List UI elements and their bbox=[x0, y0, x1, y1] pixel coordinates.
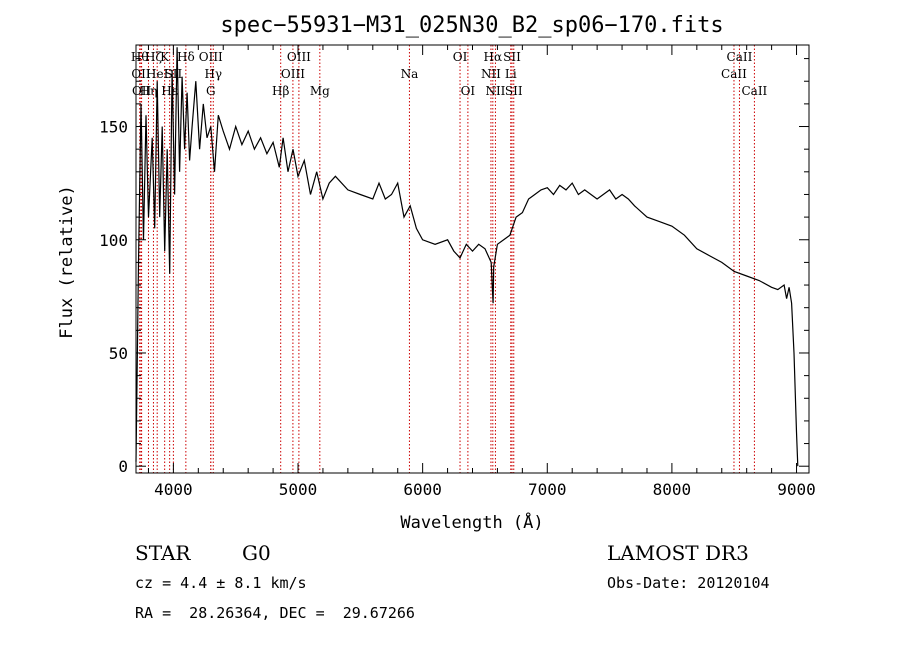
chart-title: spec−55931−M31_025N30_B2_sp06−170.fits bbox=[220, 13, 723, 38]
line-marker-label: CaII bbox=[727, 50, 753, 64]
line-marker-label: Na bbox=[401, 67, 419, 81]
x-axis-ticks: 4000 5000 6000 7000 8000 9000 bbox=[147, 45, 816, 499]
y-tick-label: 150 bbox=[99, 118, 128, 137]
x-axis-label: Wavelength (Å) bbox=[400, 511, 543, 533]
object-class: STAR bbox=[135, 541, 191, 565]
line-marker-label: NII bbox=[485, 84, 505, 98]
survey-name: LAMOST DR3 bbox=[607, 541, 749, 565]
line-marker-label: Hβ bbox=[272, 84, 289, 98]
x-tick-label: 9000 bbox=[777, 480, 816, 499]
line-marker-label: Hδ bbox=[177, 50, 195, 64]
observation-date: Obs-Date: 20120104 bbox=[607, 574, 770, 592]
line-marker-label: Hα bbox=[484, 50, 503, 64]
plot-frame bbox=[135, 44, 810, 474]
x-tick-label: 4000 bbox=[154, 480, 193, 499]
x-tick-label: 5000 bbox=[279, 480, 318, 499]
line-marker-label: CaII bbox=[741, 84, 767, 98]
line-marker-label: Hη bbox=[140, 84, 158, 98]
line-marker-label: OIII bbox=[199, 50, 223, 64]
line-marker-label: SII bbox=[165, 67, 183, 81]
y-tick-label: 100 bbox=[99, 231, 128, 250]
line-marker-label: OII bbox=[132, 84, 152, 98]
line-marker-label: Hθ bbox=[131, 50, 149, 64]
line-marker-label: OIII bbox=[281, 67, 305, 81]
line-marker-label: OIII bbox=[287, 50, 311, 64]
line-marker-label: Hε bbox=[161, 84, 178, 98]
line-marker-label: HeI bbox=[146, 67, 169, 81]
line-marker-label: CaII bbox=[721, 67, 747, 81]
line-marker-label: Li bbox=[505, 67, 517, 81]
object-subclass: G0 bbox=[242, 541, 271, 565]
line-marker-label: Hγ bbox=[204, 67, 222, 81]
x-tick-label: 6000 bbox=[403, 480, 442, 499]
line-marker-label: OI bbox=[453, 50, 468, 64]
redshift-cz: cz = 4.4 ± 8.1 km/s bbox=[135, 574, 307, 592]
line-marker-label: OI bbox=[461, 84, 476, 98]
line-marker-label: SII bbox=[503, 50, 521, 64]
line-marker-label: K bbox=[160, 50, 170, 64]
y-tick-label: 0 bbox=[118, 457, 128, 476]
y-tick-label: 50 bbox=[109, 344, 128, 363]
y-axis-label: Flux (relative) bbox=[57, 185, 77, 339]
coordinates: RA = 28.26364, DEC = 29.67266 bbox=[135, 604, 415, 622]
flux-series-line bbox=[135, 47, 799, 467]
line-marker-label: G bbox=[206, 84, 216, 98]
line-marker-label: SII bbox=[505, 84, 523, 98]
x-tick-label: 7000 bbox=[528, 480, 567, 499]
line-marker-label: Hζ bbox=[145, 50, 162, 64]
line-marker-label: Mg bbox=[310, 84, 330, 98]
line-marker-label: NII bbox=[481, 67, 501, 81]
x-tick-label: 8000 bbox=[653, 480, 692, 499]
line-markers bbox=[139, 45, 755, 473]
